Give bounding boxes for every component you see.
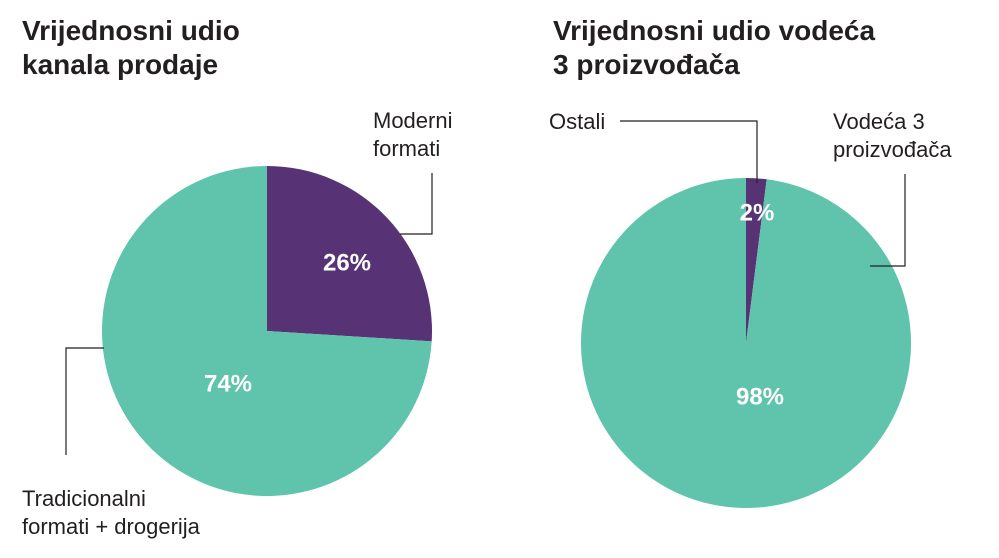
chart2-slice-2-legend-line-1: Vodeća 3 <box>833 109 925 134</box>
chart1-slice-2-leader-line <box>65 347 104 455</box>
chart1-title-line2: kanala prodaje <box>22 49 219 80</box>
chart2-slice-1 <box>746 178 767 343</box>
chart1-slice-1-legend-line-1: Moderni <box>373 108 452 133</box>
chart2-slice-1-value-label: 2% <box>740 200 775 227</box>
chart1-slice-1 <box>267 166 432 342</box>
chart1-slice-2-value-label: 74% <box>204 371 252 398</box>
chart1-slice-1-legend-label: Moderni formati <box>373 108 452 161</box>
chart2-slice-2-value-label: 98% <box>736 384 784 411</box>
chart2-slice-2 <box>581 178 912 509</box>
chart1-slice-2-legend-label: Tradicionalni formati + drogerija <box>22 486 201 539</box>
chart1-slice-2-legend-line-1: Tradicionalni <box>22 486 146 511</box>
chart1-slice-1-leader-line <box>400 173 433 235</box>
chart1-slice-1-value-label: 26% <box>323 250 371 277</box>
chart2-title: Vrijednosni udio vodeća 3 proizvođača <box>553 14 875 82</box>
chart1-slice-1-legend-line-2: formati <box>373 136 440 161</box>
chart1-title-line1: Vrijednosni udio <box>22 15 240 46</box>
chart2-slice-2-legend-label: Vodeća 3 proizvođača <box>833 109 952 162</box>
chart2-slice-1-legend-label: Ostali <box>549 109 605 134</box>
chart2-slice-2-leader-line <box>870 174 906 267</box>
chart1-slice-2 <box>101 166 432 497</box>
chart2-slice-1-leader-line <box>620 120 758 183</box>
chart1-title: Vrijednosni udio kanala prodaje <box>22 14 240 82</box>
chart2-slice-2-legend-line-2: proizvođača <box>833 137 952 162</box>
chart2-slice-1-legend-line-1: Ostali <box>549 109 605 134</box>
chart2-title-line2: 3 proizvođača <box>553 49 740 80</box>
chart1-slice-2-legend-line-2: formati + drogerija <box>22 514 201 539</box>
chart2-title-line1: Vrijednosni udio vodeća <box>553 15 876 46</box>
